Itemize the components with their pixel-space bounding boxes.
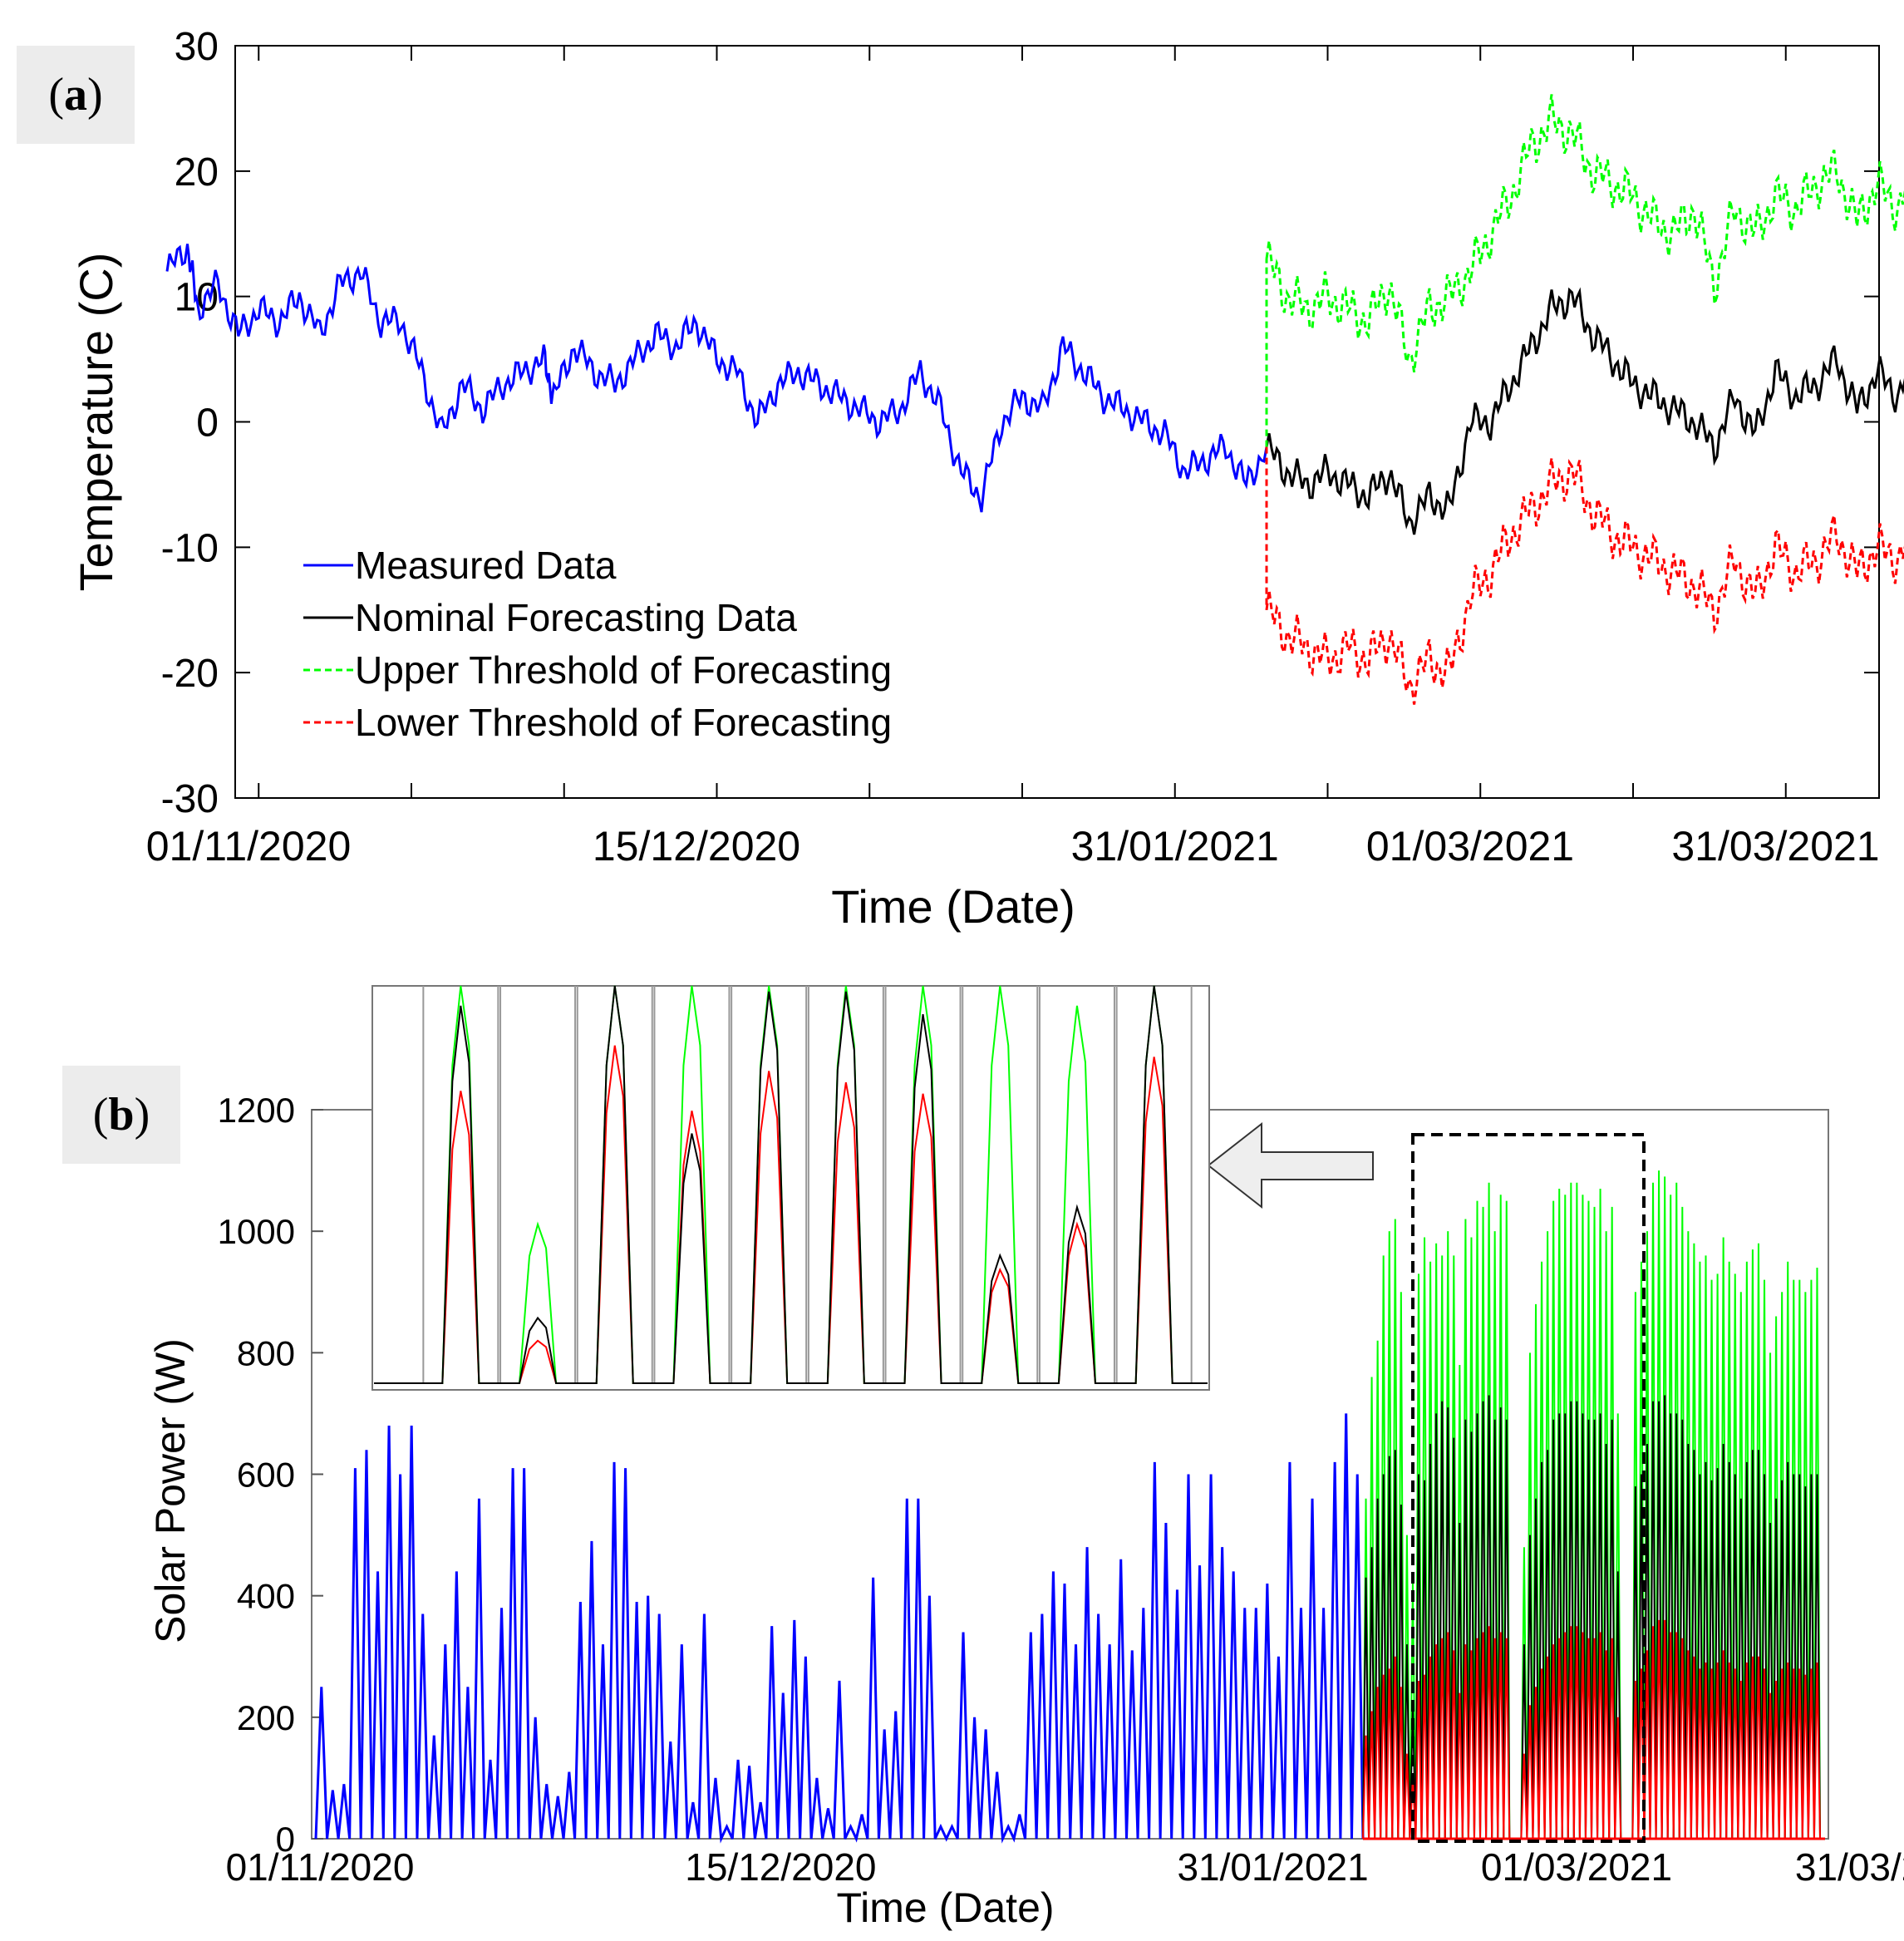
x-axis-label-b: Time (Date) <box>836 1884 1054 1931</box>
x-tick-label-a: 15/12/2020 <box>593 823 800 870</box>
y-tick-label-b: 1000 <box>218 1212 295 1251</box>
y-tick-label-b: 800 <box>237 1333 295 1372</box>
x-tick-label-b: 01/11/2020 <box>226 1845 415 1889</box>
y-axis-label-a: Temperature (C) <box>70 253 122 592</box>
series-line-a-0 <box>165 244 1268 513</box>
series-line-a-3 <box>1265 457 1904 705</box>
x-tick-label-b: 31/03/2021 <box>1795 1845 1904 1889</box>
series-line-a-2 <box>1265 94 1904 373</box>
y-tick-label-a: 0 <box>196 402 219 446</box>
x-tick-label-a: 01/03/2021 <box>1366 823 1574 870</box>
y-axis-label-b: Solar Power (W) <box>147 1338 194 1643</box>
x-tick-label-a: 01/11/2020 <box>146 823 352 870</box>
y-tick-label-b: 400 <box>237 1577 295 1616</box>
panel-a-label: (a) <box>17 46 135 144</box>
legend-label-a: Measured Data <box>355 544 617 587</box>
zoom-arrow-icon <box>1207 1121 1374 1209</box>
x-tick-label-b: 15/12/2020 <box>685 1845 876 1889</box>
y-tick-label-a: 20 <box>175 150 219 195</box>
x-tick-label-b: 31/01/2021 <box>1177 1845 1368 1889</box>
series-line-a-1 <box>1265 287 1904 535</box>
measured-spikes-b <box>314 1413 1365 1844</box>
y-tick-label-b: 0 <box>276 1820 295 1859</box>
y-tick-label-a: -10 <box>161 526 219 570</box>
y-tick-label-b: 200 <box>237 1698 295 1737</box>
y-tick-label-b: 1200 <box>218 1091 295 1130</box>
legend-label-a: Upper Threshold of Forecasting <box>355 648 892 692</box>
legend-label-a: Nominal Forecasting Data <box>355 596 797 639</box>
y-tick-label-b: 600 <box>237 1456 295 1495</box>
panel-b-label: (b) <box>62 1066 180 1164</box>
legend-label-a: Lower Threshold of Forecasting <box>355 701 892 744</box>
y-tick-label-a: -30 <box>161 777 219 821</box>
y-tick-label-a: 30 <box>175 25 219 69</box>
y-tick-label-a: -20 <box>161 652 219 696</box>
x-axis-label-a: Time (Date) <box>831 880 1075 933</box>
inset-frame <box>371 985 1210 1391</box>
highlight-box-b <box>1411 1133 1646 1843</box>
x-tick-label-a: 31/03/2021 <box>1671 823 1879 870</box>
x-tick-label-b: 01/03/2021 <box>1481 1845 1672 1889</box>
x-tick-label-a: 31/01/2021 <box>1071 823 1279 870</box>
inset-series-2 <box>374 985 1208 1384</box>
